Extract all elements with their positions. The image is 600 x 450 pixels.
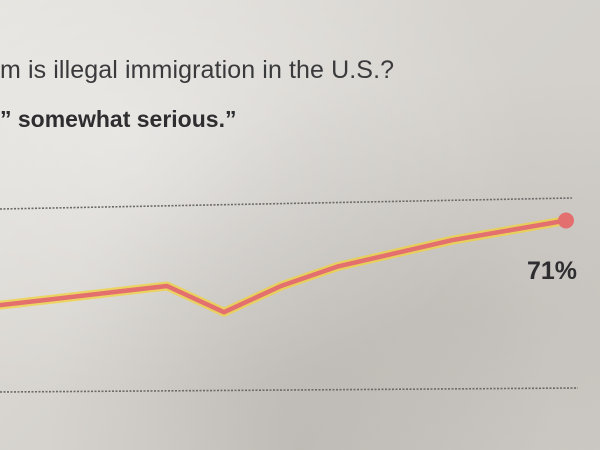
chart-question: m is illegal immigration in the U.S.? bbox=[0, 56, 395, 84]
chart-answer-note: ” somewhat serious.” bbox=[0, 106, 237, 132]
data-point-2 bbox=[108, 290, 112, 295]
data-point-3 bbox=[165, 284, 169, 288]
bottom-gridline bbox=[0, 387, 579, 393]
data-point-1 bbox=[51, 297, 55, 301]
end-value-label: 71% bbox=[527, 257, 577, 285]
data-point-5 bbox=[279, 284, 283, 288]
data-point-8 bbox=[450, 238, 454, 242]
top-gridline bbox=[0, 197, 573, 210]
series-end-marker bbox=[558, 212, 574, 229]
data-point-7 bbox=[393, 251, 397, 256]
data-point-6 bbox=[336, 264, 340, 269]
data-point-9 bbox=[507, 228, 511, 233]
data-point-4 bbox=[222, 310, 226, 315]
